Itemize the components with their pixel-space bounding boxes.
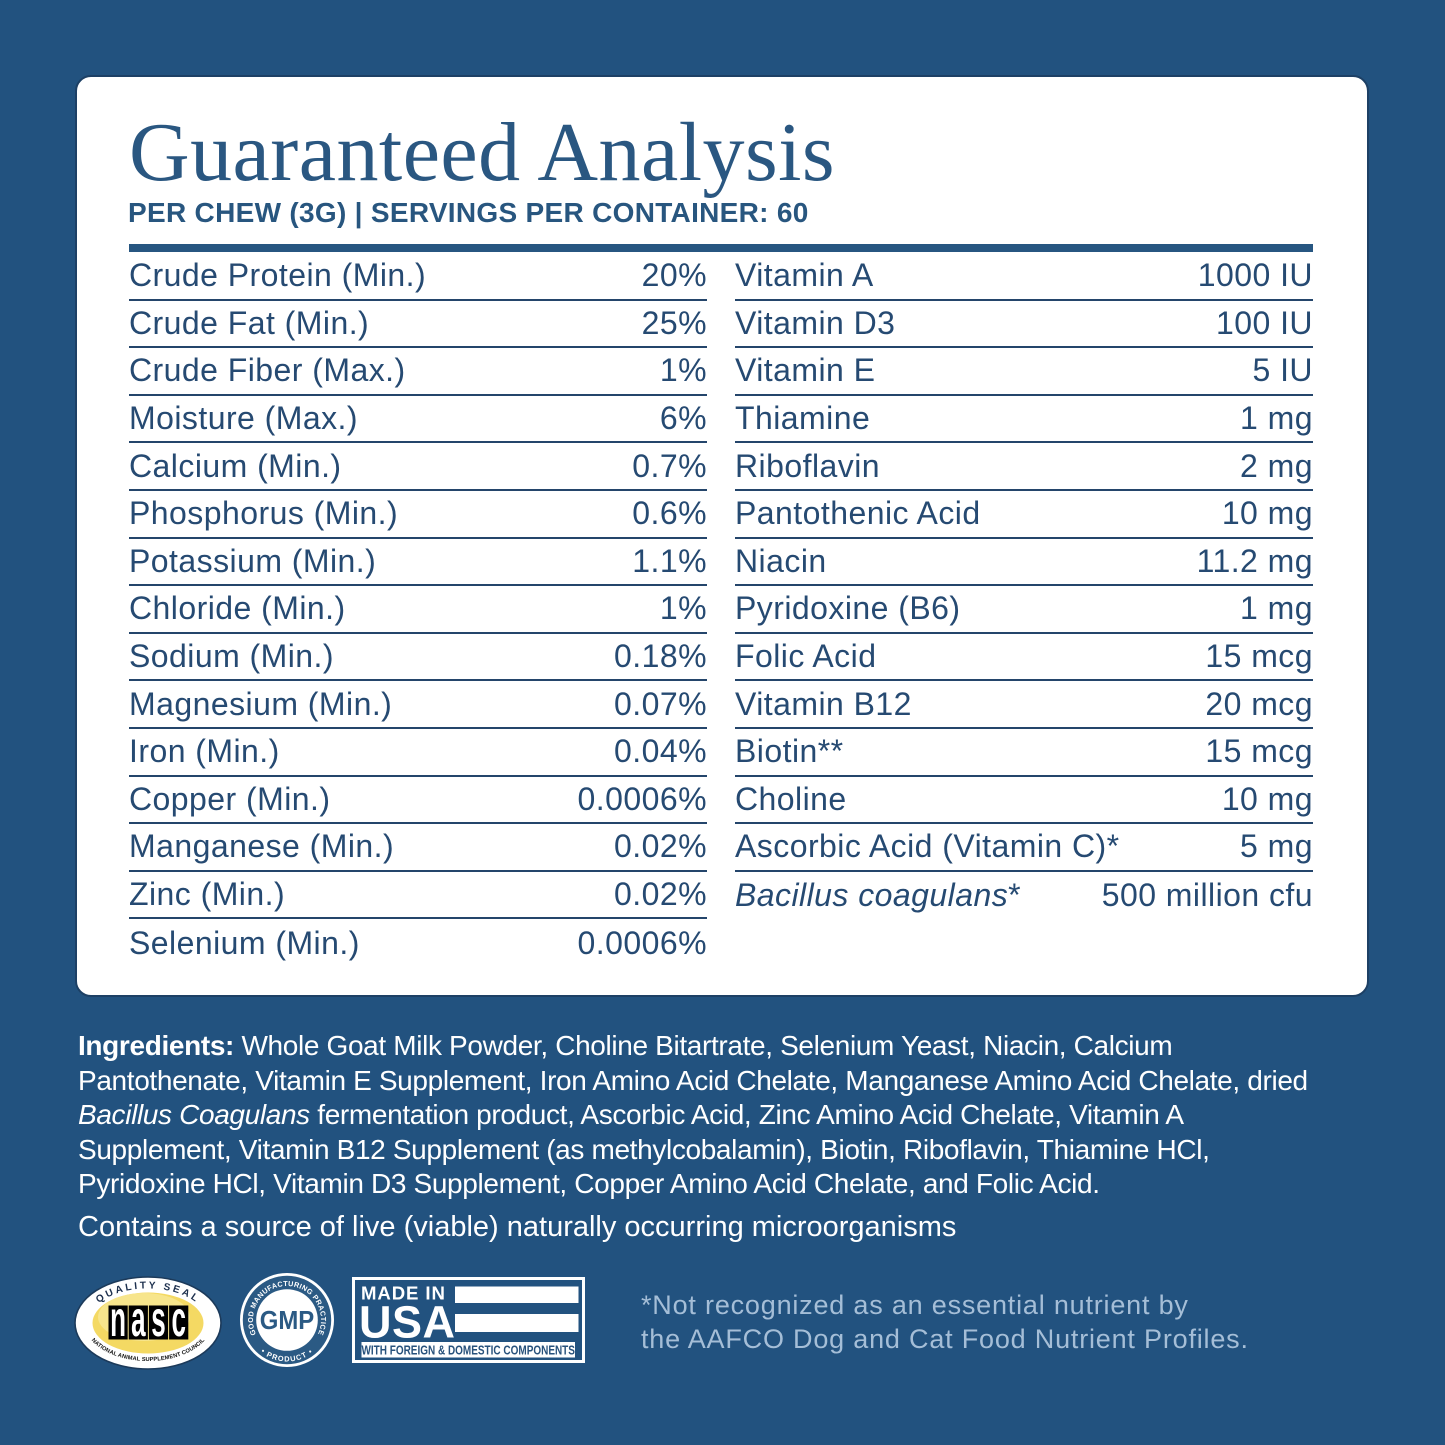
svg-text:s: s [151, 1292, 165, 1347]
svg-text:USA: USA [359, 1297, 456, 1348]
svg-text:GMP: GMP [260, 1306, 314, 1335]
svg-text:MADE IN: MADE IN [361, 1283, 446, 1304]
svg-text:c: c [171, 1292, 185, 1347]
svg-text:a: a [131, 1292, 146, 1347]
svg-text:n: n [110, 1292, 126, 1347]
svg-text:WITH FOREIGN & DOMESTIC COMPON: WITH FOREIGN & DOMESTIC COMPONENTS [361, 1344, 575, 1357]
